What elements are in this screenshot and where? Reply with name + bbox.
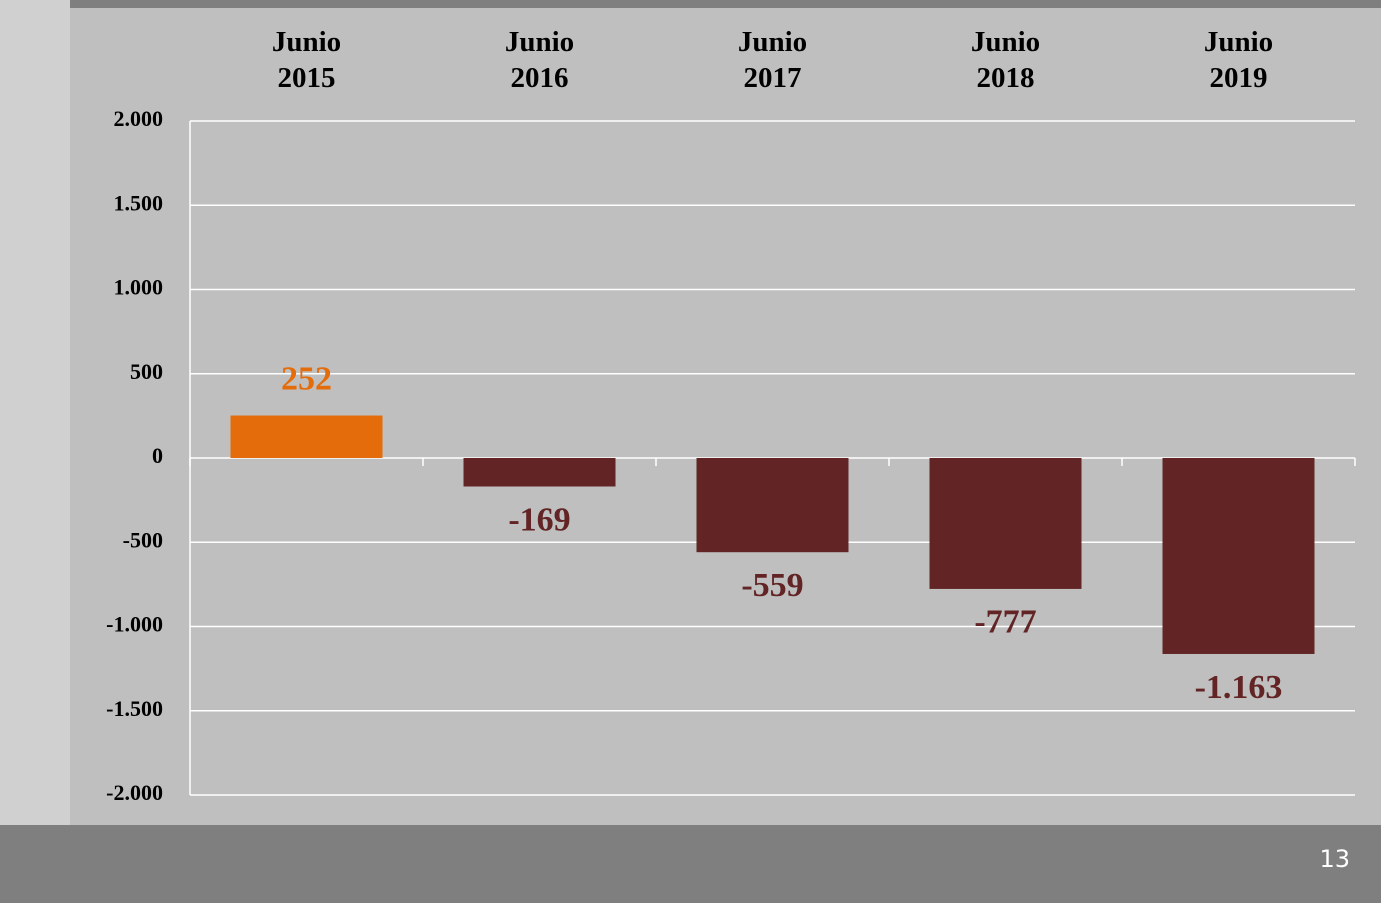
value-label: -559 xyxy=(741,567,803,604)
value-label: 252 xyxy=(281,360,332,397)
y-tick-label: 500 xyxy=(130,359,163,384)
bar xyxy=(1162,458,1315,654)
x-tick-label: Junio 2017 xyxy=(737,26,808,94)
value-label: -777 xyxy=(974,604,1036,641)
x-tick-label: Junio 2019 xyxy=(1203,26,1274,94)
bar xyxy=(463,458,616,487)
bar xyxy=(696,458,849,553)
y-tick-label: 1.000 xyxy=(114,275,164,300)
page-number: 13 xyxy=(1319,845,1350,873)
y-tick-label: -1.500 xyxy=(106,696,163,721)
x-tick-label: Junio 2016 xyxy=(504,26,575,94)
value-label: -169 xyxy=(508,501,570,538)
y-tick-label: -1.000 xyxy=(106,612,163,637)
y-tick-label: 2.000 xyxy=(114,106,164,131)
y-tick-label: -2.000 xyxy=(106,780,163,805)
value-label: -1.163 xyxy=(1195,669,1283,706)
y-tick-label: 0 xyxy=(152,443,163,468)
x-tick-label: Junio 2018 xyxy=(970,26,1041,94)
x-tick-label: Junio 2015 xyxy=(271,26,342,94)
top-band xyxy=(0,0,1381,8)
bottom-band xyxy=(0,825,1381,903)
y-tick-label: 1.500 xyxy=(114,190,164,215)
emblem-panel xyxy=(0,0,70,903)
bar xyxy=(929,458,1082,589)
y-tick-label: -500 xyxy=(123,527,163,552)
bar xyxy=(230,415,383,458)
